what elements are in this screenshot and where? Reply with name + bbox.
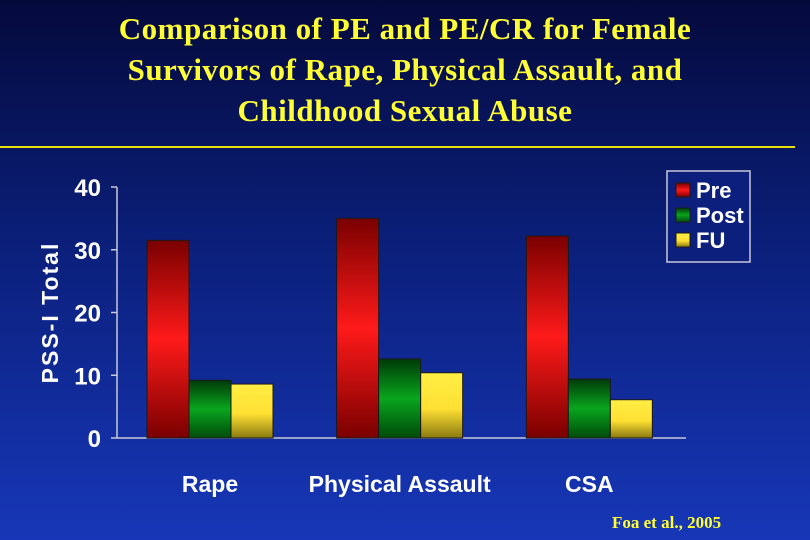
title-divider (0, 146, 795, 148)
bar-post (567, 378, 611, 439)
y-tick-label: 0 (88, 426, 101, 453)
y-tick-label: 40 (74, 175, 101, 202)
bar-chart: 0 10 20 30 40 PSS-I Total Rape Physical Assault… (37, 170, 751, 497)
y-axis-label: PSS-I Total (37, 242, 63, 384)
bar-post (188, 379, 232, 439)
y-tick-label: 30 (74, 238, 101, 265)
title-line-2: Survivors of Rape, Physical Assault, and (127, 52, 683, 87)
citation: Foa et al., 2005 (612, 513, 722, 532)
bar-fu (230, 383, 274, 439)
title-line-3: Childhood Sexual Abuse (237, 93, 573, 128)
legend-swatch-fu (675, 232, 691, 248)
bar-pre (146, 239, 190, 439)
legend-label-pre: Pre (696, 178, 731, 203)
x-category-label: Rape (182, 471, 238, 497)
legend-swatch-post (675, 207, 691, 223)
slide-title: Comparison of PE and PE/CR for Female Su… (30, 8, 780, 131)
y-tick-label: 10 (74, 363, 101, 390)
legend-label-post: Post (696, 203, 744, 228)
x-category-label: CSA (565, 471, 614, 497)
bar-fu (420, 372, 464, 439)
bar-fu (609, 399, 653, 439)
y-tick-label: 20 (74, 301, 101, 328)
bar-post (378, 358, 422, 439)
x-category-label: Physical Assault (309, 471, 491, 497)
legend-label-fu: FU (696, 228, 725, 253)
title-line-1: Comparison of PE and PE/CR for Female (118, 11, 692, 46)
bar-pre (336, 217, 380, 439)
bar-pre (525, 235, 569, 439)
legend-swatch-pre (675, 182, 691, 198)
